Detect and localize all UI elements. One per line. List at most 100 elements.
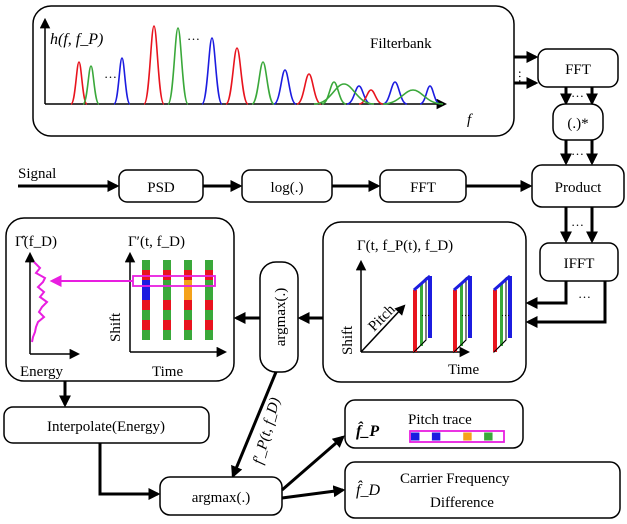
energy-label: Energy (20, 364, 64, 380)
filter-peak (313, 83, 375, 105)
gamma-prime-cell (142, 280, 150, 290)
filterbank-ylabel: h(f, f_P) (50, 31, 103, 48)
gamma-prime-cell (163, 290, 171, 300)
pitch-trace-cell (484, 432, 493, 441)
fft-top-box[interactable] (537, 48, 619, 88)
filterbank-peaks (70, 25, 444, 105)
gamma-prime-cell (184, 280, 192, 290)
frame-ellipsis: … (421, 308, 430, 318)
gamma-prime-cell (163, 280, 171, 290)
argmax-mid-label: argmax(.) (273, 288, 289, 346)
filter-peak (273, 69, 297, 105)
gamma3d-frame: … (493, 274, 512, 354)
gamma-prime-cell (163, 320, 171, 330)
gamma-hat-title: Γ̂(f_D) (15, 234, 57, 250)
fd-line2: Difference (430, 495, 494, 511)
gamma3d-frame: … (453, 274, 472, 354)
gamma-prime-cell (205, 270, 213, 280)
pitch-trace-frame (409, 430, 505, 443)
filter-peak (419, 85, 441, 105)
product-box[interactable] (531, 164, 625, 208)
fp-prime-label: f′_P(t, f_D) (250, 396, 283, 466)
frame-ellipsis: … (501, 308, 510, 318)
ifft-box[interactable] (539, 242, 619, 282)
gamma-prime-cell (184, 290, 192, 300)
filter-peak (113, 57, 131, 105)
filter-peak (167, 27, 189, 105)
ifft-label: IFFT (564, 256, 595, 272)
gamma-prime-cell (142, 270, 150, 280)
gamma3d-pitch-axis (360, 304, 406, 353)
pitch-trace-cell (411, 432, 420, 441)
ellipsis-ifft-gamma: … (578, 286, 591, 301)
filter-peak (382, 81, 408, 105)
filterbank-to-fft-arrows: … (514, 51, 539, 89)
gamma-prime-cell (205, 260, 213, 270)
pitch-trace-bar (409, 430, 505, 443)
gamma-prime-cell (142, 310, 150, 320)
pitch-trace-cell (463, 432, 472, 441)
gamma-prime-cell (163, 310, 171, 320)
filterbank-panel: h(f, f_P) Filterbank f … … (32, 5, 515, 137)
gamma3d-time-label: Time (448, 362, 479, 378)
gamma-prime-cell (205, 330, 213, 340)
gamma-prime-cell (184, 260, 192, 270)
gamma-prime-cell (142, 260, 150, 270)
gamma-prime-cell (163, 260, 171, 270)
pitch-trace-label: Pitch trace (408, 412, 472, 428)
gamma3d-frame: … (413, 274, 432, 354)
gamma-prime-cell (184, 310, 192, 320)
gamma-prime-cell (163, 330, 171, 340)
filter-peak (346, 85, 372, 105)
conj-box[interactable] (552, 103, 604, 141)
gamma-prime-shift-label: Shift (108, 312, 124, 342)
fft-top-label: FFT (565, 62, 591, 78)
gamma-prime-cell (142, 290, 150, 300)
gamma-prime-cell (163, 270, 171, 280)
gamma-prime-cell (142, 330, 150, 340)
gamma-prime-cell (142, 320, 150, 330)
gamma3d-frames: … … … (413, 274, 512, 354)
energy-curve (31, 261, 49, 343)
ellipsis-conj-product: … (571, 143, 584, 158)
interpolate-box[interactable] (3, 406, 210, 444)
psd-label: PSD (147, 180, 175, 196)
gamma-left-panel: Γ̂(f_D) Γ′(t, f_D) Energy Shift Time (5, 217, 235, 382)
pitch-trace-cell (431, 432, 441, 441)
fd-box (344, 461, 621, 519)
gamma-prime-columns (142, 260, 213, 340)
gamma-prime-cell (205, 280, 213, 290)
gamma3d-panel: Γ(t, f_P(t), f_D) Shift Pitch Time ……… (322, 221, 527, 383)
filterbank-title: Filterbank (370, 36, 432, 52)
gamma-prime-cell (163, 300, 171, 310)
frame-ellipsis: … (461, 308, 470, 318)
gamma-prime-cell (184, 330, 192, 340)
filter-peak (201, 37, 223, 105)
gamma-prime-cell (184, 320, 192, 330)
signal-label: Signal (18, 166, 56, 182)
argmax-bottom-box[interactable] (159, 476, 283, 516)
gamma-prime-cell (184, 270, 192, 280)
filter-peak (225, 47, 249, 105)
pitch-symbol: f̂_P (356, 421, 379, 440)
argmax-bottom-label: argmax(.) (192, 490, 250, 506)
fd-line1: Carrier Frequency (400, 471, 510, 487)
filter-peak (296, 73, 322, 105)
product-label: Product (555, 180, 602, 196)
filter-peak (70, 61, 88, 105)
fft-mid-label: FFT (410, 180, 436, 196)
conj-label: (.)* (567, 116, 588, 132)
filterbank-ellipsis-left: … (104, 66, 117, 81)
filter-peak (82, 65, 100, 105)
filterbank-ellipsis-top: … (187, 28, 200, 43)
gamma3d-shift-label: Shift (340, 325, 356, 355)
gamma-prime-cell (205, 320, 213, 330)
filter-peak (251, 61, 275, 105)
ellipsis-fb-fft: … (516, 70, 531, 83)
filter-peak (382, 89, 444, 105)
gamma-prime-cell (205, 290, 213, 300)
interpolate-label: Interpolate(Energy) (47, 419, 165, 435)
filterbank-xlabel: f (467, 112, 473, 128)
gamma-prime-cell (205, 300, 213, 310)
